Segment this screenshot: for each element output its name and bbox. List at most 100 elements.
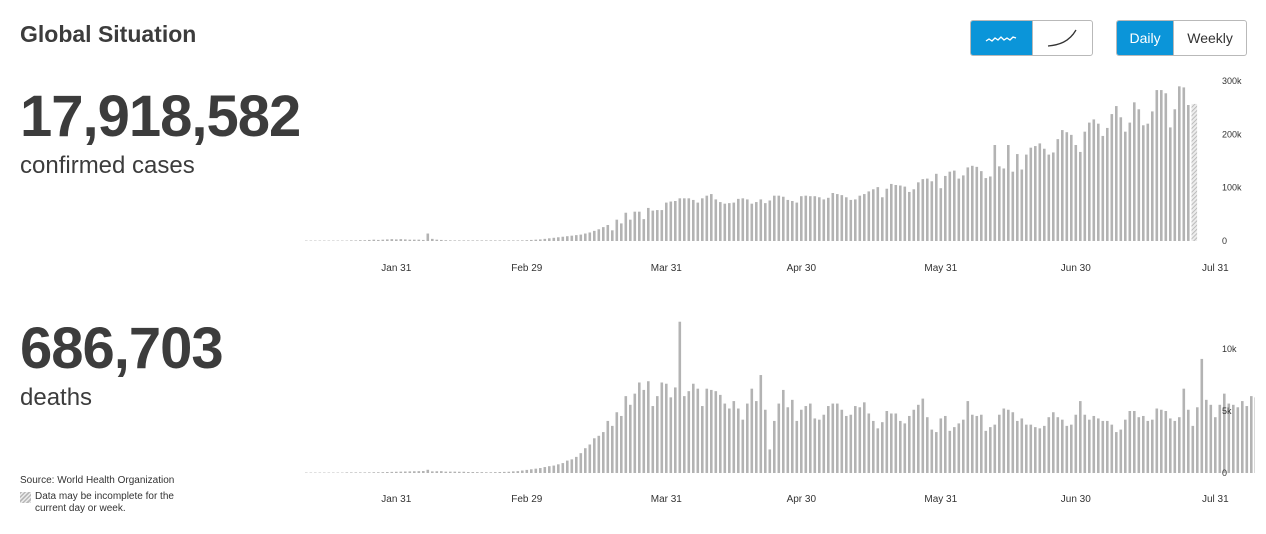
cases-bar <box>624 212 628 241</box>
cases-chart-svg: 0 100k 200k 300k Jan 31 Feb 29 Mar 31 Apr 30 May… <box>305 76 1242 274</box>
cases-bar <box>1034 146 1037 241</box>
cases-bar <box>656 210 659 241</box>
deaths-bar <box>750 388 754 473</box>
daily-button[interactable]: Daily <box>1117 21 1174 55</box>
deaths-bar <box>777 403 781 473</box>
deaths-bar <box>764 409 767 473</box>
cases-bar <box>930 181 934 241</box>
cases-bar <box>503 240 506 241</box>
deaths-bar <box>480 472 484 473</box>
cases-bar <box>507 240 511 241</box>
cases-bar <box>638 211 641 241</box>
cases-bar <box>566 236 569 241</box>
cases-y-tick-label: 300k <box>1222 76 1242 86</box>
cases-bar <box>1065 132 1069 241</box>
deaths-bar <box>917 404 920 473</box>
cases-bar <box>710 194 713 241</box>
cumulative-line-view-button[interactable] <box>1031 21 1092 55</box>
period-toggle: Daily Weekly <box>1116 20 1247 56</box>
deaths-bar <box>1101 420 1105 473</box>
deaths-bar <box>1151 419 1154 473</box>
deaths-bar <box>863 402 866 473</box>
deaths-bar <box>971 414 974 473</box>
cases-bar <box>404 239 407 241</box>
chart-style-toggle <box>970 20 1093 56</box>
cases-bar <box>1088 122 1091 241</box>
cases-bar <box>570 235 574 241</box>
deaths-bar <box>651 406 655 473</box>
deaths-bar <box>881 422 884 473</box>
deaths-bar <box>449 471 452 473</box>
cases-bar <box>885 188 889 241</box>
deaths-bar <box>1169 418 1172 473</box>
source-note: Source: World Health Organization <box>20 475 175 486</box>
deaths-bar <box>539 468 542 473</box>
deaths-bar <box>476 472 479 473</box>
deaths-bar <box>611 425 614 473</box>
cases-bar <box>975 166 979 241</box>
deaths-bar <box>741 419 745 473</box>
deaths-bar <box>354 472 358 473</box>
cases-bar <box>1164 93 1168 241</box>
daily-bars-view-button[interactable] <box>971 21 1032 55</box>
deaths-bar <box>399 471 403 473</box>
deaths-bar <box>890 413 893 473</box>
deaths-bar <box>440 471 443 473</box>
deaths-x-tick-label: Jul 31 <box>1202 494 1229 505</box>
cases-bar <box>467 240 470 241</box>
cases-bar <box>543 238 547 241</box>
deaths-bar <box>1182 388 1186 473</box>
deaths-bar <box>390 471 394 473</box>
cases-bar <box>1187 105 1190 241</box>
deaths-bar <box>1133 411 1136 473</box>
cases-bar <box>1079 151 1082 241</box>
deaths-bar <box>962 419 965 473</box>
deaths-bar <box>485 472 488 473</box>
deaths-bar <box>773 420 776 473</box>
cases-bar <box>651 210 655 241</box>
deaths-bar <box>719 394 722 473</box>
deaths-bar <box>570 459 574 473</box>
deaths-x-tick-label: Apr 30 <box>787 494 817 505</box>
cases-bar <box>836 194 839 241</box>
cases-bar <box>530 239 533 241</box>
cases-bar <box>611 230 614 241</box>
deaths-bar <box>1241 401 1244 473</box>
deaths-bar <box>566 460 569 473</box>
cases-bar <box>660 210 664 241</box>
cases-bar <box>431 238 434 241</box>
cases-bar <box>1110 114 1114 241</box>
cases-bar <box>1151 111 1154 242</box>
deaths-bar <box>786 407 790 473</box>
cases-bar <box>422 239 425 241</box>
deaths-bar <box>957 423 961 473</box>
deaths-bar <box>939 418 943 473</box>
cases-bar <box>494 240 497 241</box>
cases-bar <box>1047 154 1051 241</box>
deaths-bar <box>525 469 529 473</box>
cases-bar <box>417 239 421 241</box>
cases-bar <box>1137 109 1141 241</box>
cases-bar <box>1124 131 1127 241</box>
cases-bar <box>620 223 623 241</box>
deaths-bar <box>1115 432 1118 473</box>
cases-bar <box>759 199 763 241</box>
weekly-button[interactable]: Weekly <box>1173 21 1246 55</box>
deaths-bar <box>552 465 556 473</box>
cases-bar <box>944 175 947 241</box>
deaths-bar <box>534 468 538 473</box>
deaths-bar <box>930 429 934 473</box>
deaths-bar <box>800 409 803 473</box>
cases-bar <box>908 191 911 241</box>
deaths-bar <box>678 321 682 473</box>
cases-bar <box>795 202 799 241</box>
cases-bar <box>453 240 457 241</box>
cases-bar <box>1025 154 1028 241</box>
cases-bar <box>516 240 520 241</box>
cases-bar <box>534 239 538 241</box>
cases-bar <box>1142 125 1145 241</box>
cases-x-tick-label: Apr 30 <box>787 263 817 274</box>
cases-bar <box>377 239 380 241</box>
deaths-bar <box>1209 404 1213 473</box>
cases-bar <box>489 240 493 241</box>
